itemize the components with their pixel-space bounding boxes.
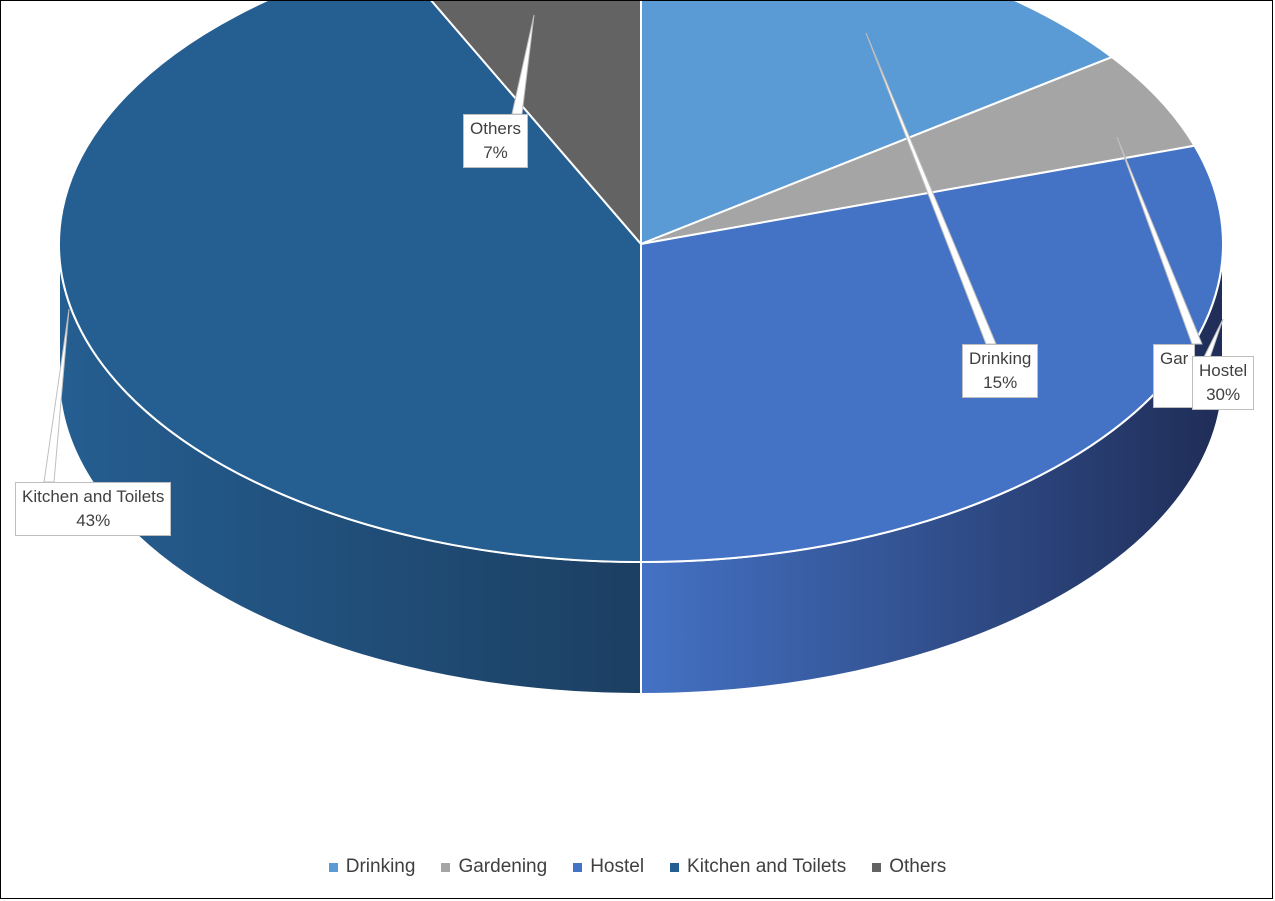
legend-label-gardening: Gardening (458, 856, 548, 877)
data-label-gardening: Gar (1153, 344, 1196, 408)
data-label-drinking-value: 15% (983, 373, 1018, 392)
legend-label-drinking: Drinking (345, 856, 416, 877)
legend-swatch-kitchen-and-toilets (670, 862, 680, 872)
legend-swatch-others (872, 862, 882, 872)
legend-item-kitchen-and-toilets: Kitchen and Toilets (670, 856, 846, 878)
data-label-hostel-value: 30% (1206, 385, 1241, 404)
data-label-kitchen-value: 43% (76, 511, 111, 530)
data-label-others: Others 7% (463, 114, 529, 168)
legend-label-others: Others (889, 856, 947, 877)
legend-item-drinking: Drinking (328, 856, 416, 878)
legend-label-kitchen-and-toilets: Kitchen and Toilets (687, 856, 847, 877)
leader-gardening (1116, 136, 1203, 345)
legend-swatch-hostel (573, 862, 583, 872)
legend-item-hostel: Hostel (573, 856, 644, 878)
data-label-kitchen-name: Kitchen and Toilets (22, 487, 165, 506)
pie-slice-gardening (640, 56, 1196, 245)
pie-slice-others (430, 1, 642, 245)
data-label-hostel: Hostel 30% (1192, 356, 1255, 410)
data-label-drinking-name: Drinking (969, 349, 1032, 368)
legend-item-gardening: Gardening (441, 856, 547, 878)
legend-swatch-drinking (328, 862, 338, 872)
data-label-others-value: 7% (483, 143, 508, 162)
pie-slice-drinking (640, 1, 1113, 245)
legend: Drinking Gardening Hostel Kitchen and To… (1, 856, 1274, 878)
legend-label-hostel: Hostel (590, 856, 645, 877)
data-label-drinking: Drinking 15% (962, 344, 1039, 398)
legend-item-others: Others (872, 856, 946, 878)
data-label-others-name: Others (470, 119, 522, 138)
legend-swatch-gardening (441, 862, 451, 872)
data-label-kitchen-and-toilets: Kitchen and Toilets 43% (15, 482, 172, 536)
data-label-gardening-name: Gar (1160, 349, 1189, 368)
data-label-hostel-name: Hostel (1199, 361, 1248, 380)
pie-slice-hostel (640, 144, 1224, 563)
